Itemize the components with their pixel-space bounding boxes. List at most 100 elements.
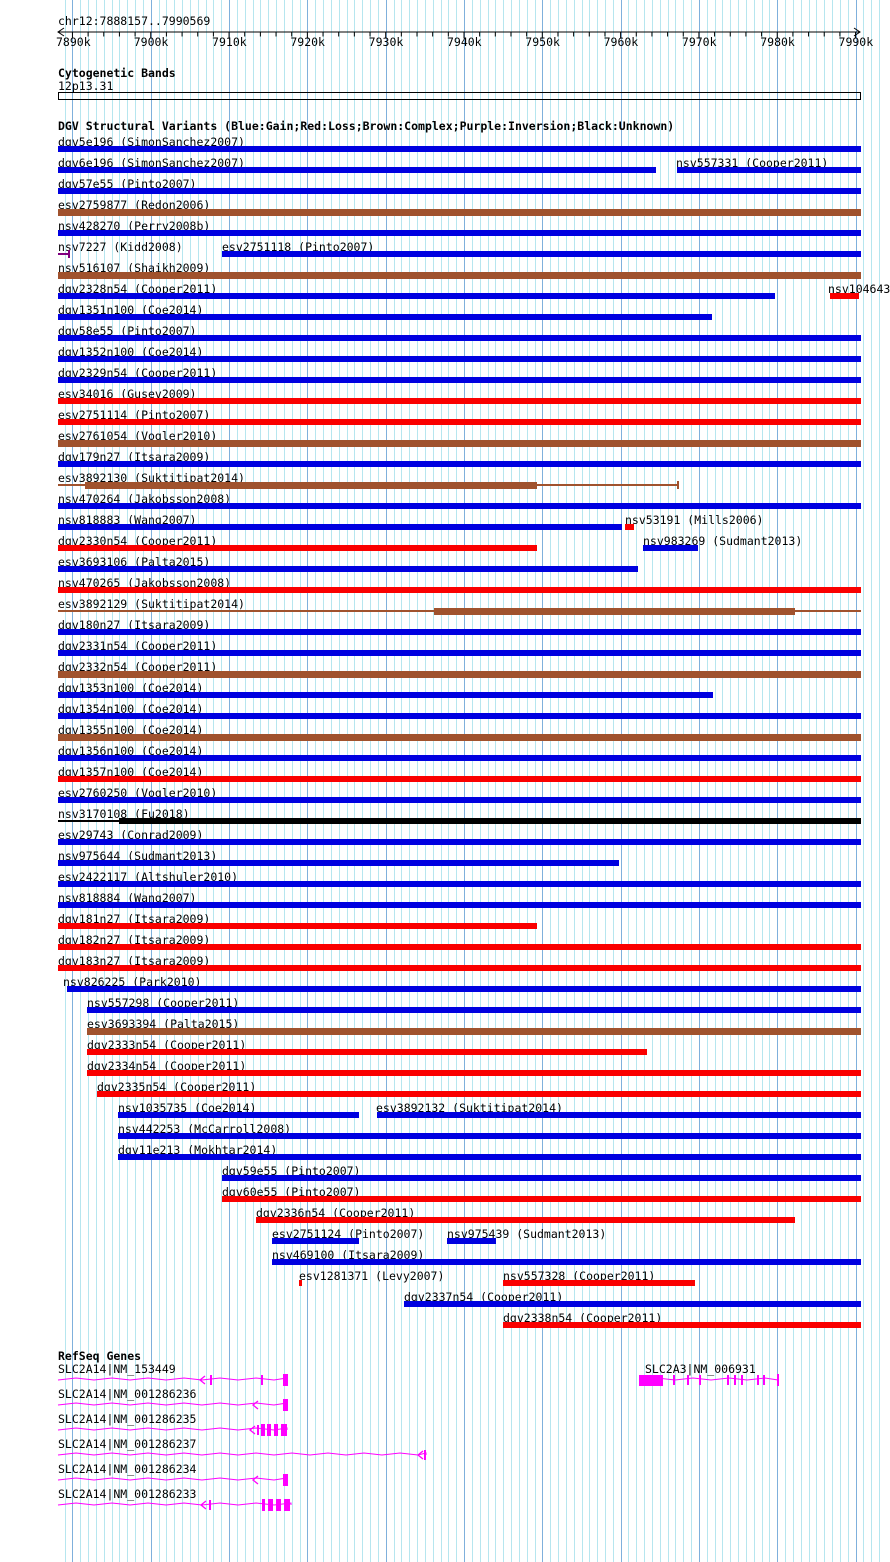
variant-bar[interactable] (830, 293, 859, 299)
variant-label[interactable]: dgv11e213 (Mokhtar2014) (118, 1143, 278, 1157)
variant-label[interactable]: nsv826225 (Park2010) (63, 975, 202, 989)
variant-label[interactable]: dgv2329n54 (Cooper2011) (58, 366, 218, 380)
variant-bar[interactable] (58, 650, 861, 656)
variant-label[interactable]: dgv1356n100 (Coe2014) (58, 744, 204, 758)
variant-bar[interactable] (58, 293, 775, 299)
variant-tick[interactable] (68, 250, 70, 258)
variant-bar[interactable] (118, 1133, 861, 1139)
variant-label[interactable]: dgv179n27 (Itsara2009) (58, 450, 211, 464)
variant-label[interactable]: nsv1035735 (Coe2014) (118, 1101, 257, 1115)
variant-label[interactable]: esv3892129 (Suktitipat2014) (58, 597, 245, 611)
variant-bar[interactable] (87, 1007, 861, 1013)
variant-bar[interactable] (67, 986, 861, 992)
variant-tick[interactable] (677, 481, 679, 489)
variant-label[interactable]: dgv2335n54 (Cooper2011) (97, 1080, 257, 1094)
gene-label[interactable]: SLC2A14|NM_153449 (58, 1362, 176, 1376)
variant-bar[interactable] (58, 272, 861, 279)
variant-line[interactable] (537, 484, 677, 486)
gene-label[interactable]: SLC2A14|NM_001286237 (58, 1437, 197, 1451)
variant-bar[interactable] (272, 1259, 861, 1265)
variant-bar[interactable] (677, 167, 861, 173)
variant-bar[interactable] (222, 1175, 861, 1181)
variant-label[interactable]: nsv557298 (Cooper2011) (87, 996, 240, 1010)
variant-label[interactable]: esv2751118 (Pinto2007) (222, 240, 375, 254)
variant-bar[interactable] (58, 377, 861, 383)
variant-bar[interactable] (58, 566, 638, 572)
variant-label[interactable]: dgv182n27 (Itsara2009) (58, 933, 211, 947)
variant-bar[interactable] (58, 398, 861, 404)
variant-bar[interactable] (447, 1238, 496, 1244)
variant-bar[interactable] (222, 251, 861, 257)
variant-label[interactable]: dgv1355n100 (Coe2014) (58, 723, 204, 737)
variant-bar[interactable] (58, 587, 861, 593)
variant-label[interactable]: nsv557328 (Cooper2011) (503, 1269, 656, 1283)
variant-label[interactable]: dgv2328n54 (Cooper2011) (58, 282, 218, 296)
variant-label[interactable]: dgv2334n54 (Cooper2011) (87, 1059, 247, 1073)
variant-label[interactable]: dgv2337n54 (Cooper2011) (404, 1290, 564, 1304)
variant-bar[interactable] (118, 1112, 359, 1118)
variant-label[interactable]: dgv2332n54 (Cooper2011) (58, 660, 218, 674)
variant-line[interactable] (795, 610, 861, 612)
variant-bar[interactable] (58, 860, 619, 866)
variant-label[interactable]: dgv2333n54 (Cooper2011) (87, 1038, 247, 1052)
variant-bar[interactable] (118, 1154, 861, 1160)
variant-bar[interactable] (434, 608, 795, 615)
variant-bar[interactable] (58, 965, 861, 971)
variant-label[interactable]: nsv442253 (McCarroll2008) (118, 1122, 292, 1136)
variant-bar[interactable] (377, 1112, 861, 1118)
variant-label[interactable]: dgv58e55 (Pinto2007) (58, 324, 197, 338)
variant-label[interactable]: dgv1357n100 (Coe2014) (58, 765, 204, 779)
gene-label[interactable]: SLC2A14|NM_001286233 (58, 1487, 197, 1501)
variant-bar[interactable] (503, 1280, 695, 1286)
variant-bar[interactable] (58, 419, 861, 425)
variant-bar[interactable] (256, 1217, 795, 1223)
variant-label[interactable]: nsv975439 (Sudmant2013) (447, 1227, 607, 1241)
variant-label[interactable]: esv2422117 (Altshuler2010) (58, 870, 239, 884)
variant-bar[interactable] (97, 1091, 861, 1097)
variant-label[interactable]: nsv428270 (Perry2008b) (58, 219, 211, 233)
variant-bar[interactable] (58, 881, 861, 887)
variant-label[interactable]: dgv1351n100 (Coe2014) (58, 303, 204, 317)
variant-bar[interactable] (58, 146, 861, 152)
variant-label[interactable]: nsv470264 (Jakobsson2008) (58, 492, 232, 506)
gene-label[interactable]: SLC2A14|NM_001286235 (58, 1412, 197, 1426)
variant-label[interactable]: esv2759877 (Redon2006) (58, 198, 211, 212)
variant-bar[interactable] (58, 314, 712, 320)
variant-bar[interactable] (58, 776, 861, 782)
variant-bar[interactable] (58, 839, 861, 845)
variant-label[interactable]: esv34016 (Gusev2009) (58, 387, 197, 401)
variant-bar[interactable] (58, 356, 861, 362)
variant-line[interactable] (58, 820, 119, 822)
variant-bar[interactable] (58, 755, 861, 761)
variant-label[interactable]: esv2761054 (Vogler2010) (58, 429, 218, 443)
variant-label[interactable]: nsv1046432 (828, 282, 890, 296)
variant-bar[interactable] (58, 734, 861, 741)
variant-bar[interactable] (58, 797, 861, 803)
variant-label[interactable]: dgv181n27 (Itsara2009) (58, 912, 211, 926)
variant-bar[interactable] (58, 188, 861, 194)
variant-line[interactable] (58, 253, 68, 255)
variant-label[interactable]: dgv59e55 (Pinto2007) (222, 1164, 361, 1178)
variant-bar[interactable] (58, 944, 861, 950)
variant-bar[interactable] (58, 692, 713, 698)
variant-label[interactable]: nsv3170108 (Fu2018) (58, 807, 190, 821)
variant-label[interactable]: esv3693394 (Palta2015) (87, 1017, 240, 1031)
variant-bar[interactable] (87, 1028, 861, 1035)
variant-bar[interactable] (58, 167, 656, 173)
variant-label[interactable]: nsv470265 (Jakobsson2008) (58, 576, 232, 590)
variant-bar[interactable] (58, 503, 861, 509)
variant-bar[interactable] (299, 1280, 302, 1286)
variant-bar[interactable] (119, 818, 861, 824)
variant-label[interactable]: dgv183n27 (Itsara2009) (58, 954, 211, 968)
variant-label[interactable]: nsv53191 (Mills2006) (625, 513, 764, 527)
variant-label[interactable]: dgv2338n54 (Cooper2011) (503, 1311, 663, 1325)
variant-bar[interactable] (58, 440, 861, 447)
variant-label[interactable]: esv3892132 (Suktitipat2014) (376, 1101, 563, 1115)
variant-bar[interactable] (58, 902, 861, 908)
variant-label[interactable]: esv2751114 (Pinto2007) (58, 408, 211, 422)
variant-label[interactable]: dgv2336n54 (Cooper2011) (256, 1206, 416, 1220)
variant-label[interactable]: dgv6e196 (SimonSanchez2007) (58, 156, 245, 170)
variant-label[interactable]: dgv2331n54 (Cooper2011) (58, 639, 218, 653)
variant-label[interactable]: esv1281371 (Levy2007) (299, 1269, 445, 1283)
variant-label[interactable]: dgv1352n100 (Coe2014) (58, 345, 204, 359)
